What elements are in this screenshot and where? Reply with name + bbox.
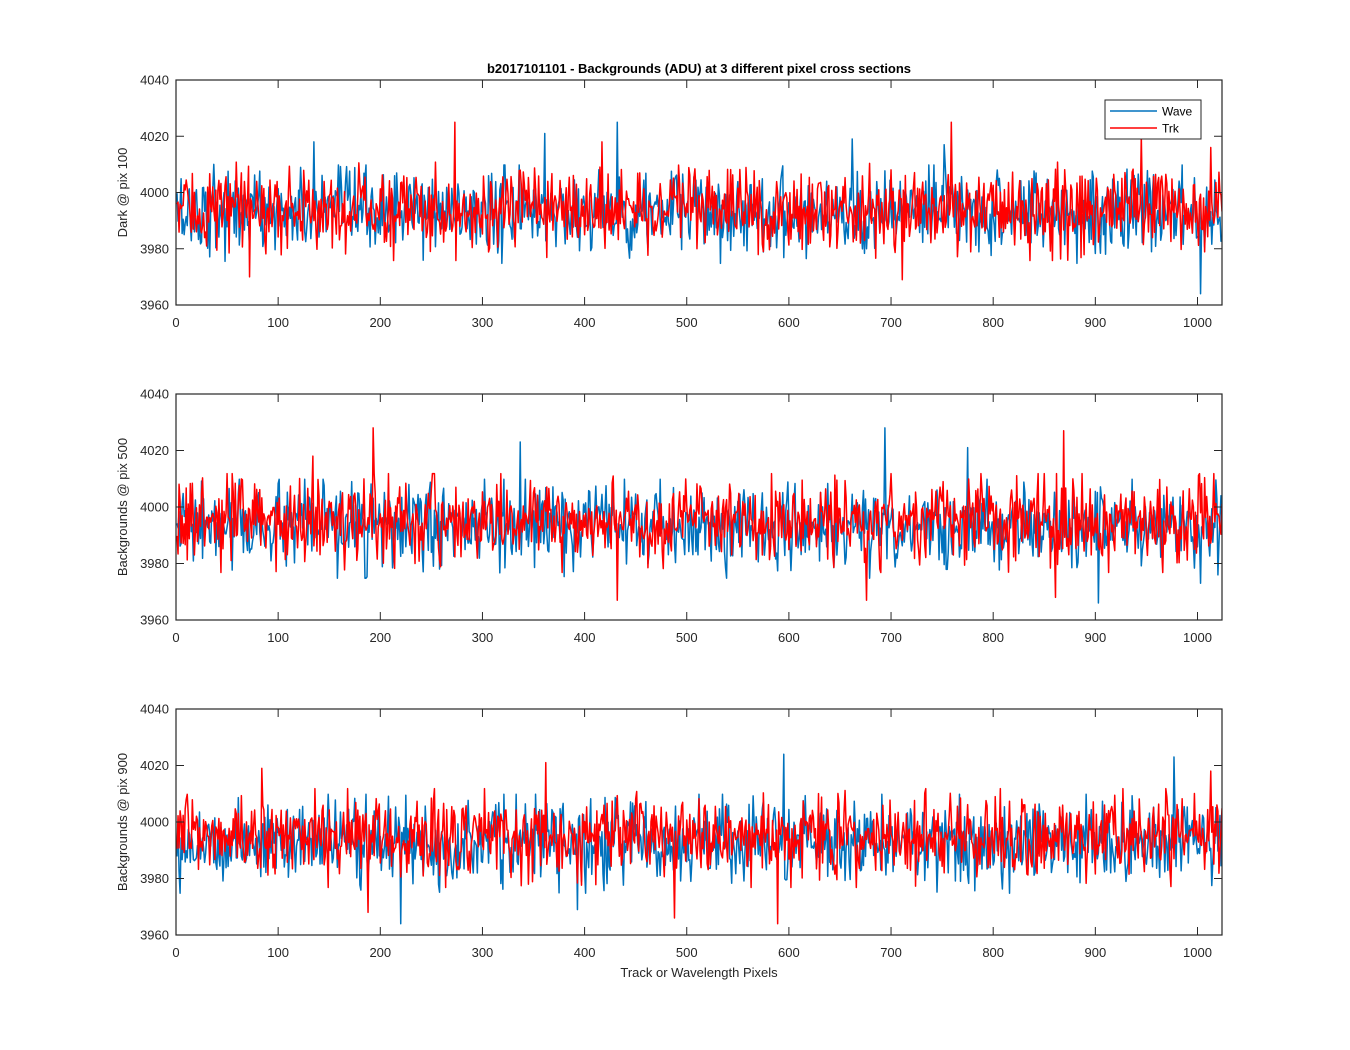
x-tick-label: 1000 bbox=[1183, 945, 1212, 960]
y-tick-label: 3980 bbox=[140, 871, 169, 886]
x-tick-label: 600 bbox=[778, 630, 800, 645]
subplot-backgrounds-pix-500: 0 100 200 300 400 500 600 700 800 900 1000 3960 3980… bbox=[115, 387, 1223, 645]
x-tick-label: 900 bbox=[1084, 945, 1106, 960]
x-tick-label: 0 bbox=[172, 945, 179, 960]
y-tick-label: 3960 bbox=[140, 928, 169, 943]
x-tick-label: 100 bbox=[267, 315, 289, 330]
x-tick-label: 0 bbox=[172, 630, 179, 645]
y-axis-label: Backgrounds @ pix 500 bbox=[115, 438, 130, 576]
y-tick-label: 4000 bbox=[140, 185, 169, 200]
x-tick-label: 800 bbox=[982, 630, 1004, 645]
x-tick-label: 500 bbox=[676, 630, 698, 645]
x-tick-label: 800 bbox=[982, 315, 1004, 330]
x-tick-label: 300 bbox=[472, 315, 494, 330]
x-tick-label: 900 bbox=[1084, 315, 1106, 330]
series-line-trk bbox=[176, 121, 1222, 281]
x-tick-label: 700 bbox=[880, 945, 902, 960]
y-tick-label: 4020 bbox=[140, 443, 169, 458]
x-tick-label: 900 bbox=[1084, 630, 1106, 645]
series-line-trk bbox=[176, 427, 1222, 601]
x-tick-label: 300 bbox=[472, 630, 494, 645]
x-tick-label: 600 bbox=[778, 945, 800, 960]
y-tick-label: 3960 bbox=[140, 298, 169, 313]
y-tick-label: 4000 bbox=[140, 815, 169, 830]
x-tick-label: 100 bbox=[267, 630, 289, 645]
x-tick-label: 1000 bbox=[1183, 630, 1212, 645]
x-tick-label: 200 bbox=[369, 630, 391, 645]
x-tick-label: 500 bbox=[676, 945, 698, 960]
x-tick-label: 800 bbox=[982, 945, 1004, 960]
x-tick-label: 200 bbox=[369, 315, 391, 330]
x-tick-label: 300 bbox=[472, 945, 494, 960]
y-axis-label: Backgrounds @ pix 900 bbox=[115, 753, 130, 891]
x-tick-label: 700 bbox=[880, 315, 902, 330]
y-axis-label: Dark @ pix 100 bbox=[115, 148, 130, 238]
legend-wave-label: Wave bbox=[1162, 105, 1193, 119]
series-line-trk bbox=[176, 761, 1222, 925]
y-tick-label: 4040 bbox=[140, 387, 169, 402]
subplot-backgrounds-pix-900: 0 100 200 300 400 500 600 700 800 900 1000 3960 3980… bbox=[115, 702, 1223, 960]
x-tick-label: 200 bbox=[369, 945, 391, 960]
y-tick-label: 3980 bbox=[140, 556, 169, 571]
subplot-dark-pix-100: 0 100 200 300 400 500 600 700 800 900 1000 3960 3980… bbox=[115, 73, 1223, 330]
y-tick-label: 3980 bbox=[140, 241, 169, 256]
x-tick-label: 600 bbox=[778, 315, 800, 330]
legend: Wave Trk bbox=[1104, 99, 1202, 140]
y-tick-label: 4020 bbox=[140, 129, 169, 144]
x-tick-label: 400 bbox=[574, 630, 596, 645]
legend-box bbox=[1104, 99, 1202, 140]
x-tick-label: 400 bbox=[574, 945, 596, 960]
y-tick-label: 4000 bbox=[140, 500, 169, 515]
y-tick-label: 3960 bbox=[140, 613, 169, 628]
x-tick-label: 500 bbox=[676, 315, 698, 330]
x-tick-label: 1000 bbox=[1183, 315, 1212, 330]
x-tick-label: 700 bbox=[880, 630, 902, 645]
legend-trk-label: Trk bbox=[1162, 122, 1180, 136]
x-tick-label: 0 bbox=[172, 315, 179, 330]
x-axis-label: Track or Wavelength Pixels bbox=[620, 965, 778, 980]
y-tick-label: 4040 bbox=[140, 702, 169, 717]
x-tick-label: 400 bbox=[574, 315, 596, 330]
y-tick-label: 4020 bbox=[140, 758, 169, 773]
chart-title: b2017101101 - Backgrounds (ADU) at 3 dif… bbox=[487, 61, 911, 76]
x-tick-label: 100 bbox=[267, 945, 289, 960]
y-tick-label: 4040 bbox=[140, 73, 169, 88]
